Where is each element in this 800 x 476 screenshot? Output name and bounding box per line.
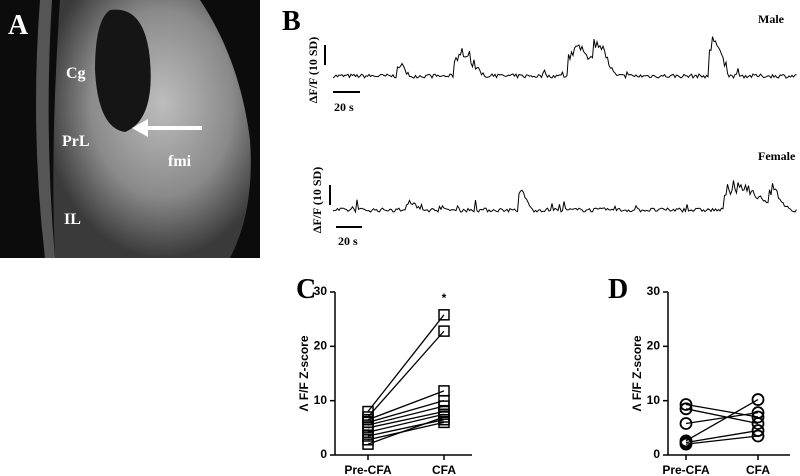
panel-letter: D xyxy=(608,274,628,305)
region-label: Cg xyxy=(66,65,86,82)
subject-line xyxy=(367,390,445,421)
trace xyxy=(332,180,797,214)
panel-letter: A xyxy=(8,10,29,41)
marker xyxy=(751,393,765,406)
subject-line xyxy=(367,416,445,445)
subject-line xyxy=(367,400,445,424)
marker xyxy=(438,309,450,321)
marker xyxy=(751,410,765,424)
scale-label: ΔF/F (10 SD) xyxy=(310,167,324,233)
y-tick-label: 20 xyxy=(647,339,661,353)
trace xyxy=(332,36,797,80)
marker xyxy=(438,411,450,423)
marker xyxy=(679,417,693,430)
arrow xyxy=(132,119,202,137)
subject-line xyxy=(685,408,759,425)
marker xyxy=(679,402,693,416)
panel-a: A Cg PrL fmi IL xyxy=(0,0,260,258)
y-tick-label: 30 xyxy=(314,284,328,298)
subject-line xyxy=(367,410,445,429)
trace-name: Male xyxy=(758,12,785,26)
y-tick-label: 0 xyxy=(653,447,660,461)
y-tick-label: 20 xyxy=(314,339,328,353)
significance: * xyxy=(442,291,447,305)
subject-line xyxy=(367,330,445,418)
y-axis-label: Λ F/F Z-score xyxy=(630,335,644,411)
marker xyxy=(679,398,693,411)
x-tick-label: Pre-CFA xyxy=(344,463,392,476)
subject-line xyxy=(367,413,445,433)
marker xyxy=(751,406,765,420)
trace-name: Female xyxy=(758,149,796,163)
chart: D 0 10 20 30 Λ F/F Z-score Pre-CFA CFA xyxy=(608,274,790,476)
marker xyxy=(751,429,765,443)
region-label: PrL xyxy=(62,133,90,150)
cannula-track xyxy=(95,9,151,132)
y-tick-label: 10 xyxy=(314,393,328,407)
scale-label: 20 s xyxy=(338,234,358,248)
subject-line xyxy=(685,411,759,425)
scale-label: 20 s xyxy=(334,100,354,114)
chart: C 0 10 20 30 Λ F/F Z-score Pre-CFA CFA * xyxy=(296,274,472,476)
subject-line xyxy=(685,399,759,442)
subject-line xyxy=(367,314,445,412)
subject-line xyxy=(685,435,759,445)
region-label: fmi xyxy=(168,153,192,170)
region-label: IL xyxy=(64,211,81,228)
marker xyxy=(438,325,450,337)
panel-letter: B xyxy=(282,6,301,37)
marker xyxy=(679,437,693,451)
subject-line xyxy=(367,405,445,426)
y-tick-label: 10 xyxy=(647,393,661,407)
subject-line xyxy=(367,419,445,437)
panel-letter: C xyxy=(296,274,316,305)
marker xyxy=(362,438,374,450)
scale-label: ΔF/F (10 SD) xyxy=(306,37,320,103)
y-axis-label: Λ F/F Z-score xyxy=(297,335,311,411)
x-tick-label: Pre-CFA xyxy=(662,463,710,476)
subject-line xyxy=(685,429,759,444)
x-tick-label: CFA xyxy=(746,463,770,476)
midline xyxy=(36,0,55,258)
y-tick-label: 30 xyxy=(647,284,661,298)
x-tick-label: CFA xyxy=(432,463,456,476)
y-tick-label: 0 xyxy=(320,447,327,461)
panel-b: B Male ΔF/F (10 SD) 20 s Female ΔF/F (10 SD)… xyxy=(282,6,797,248)
